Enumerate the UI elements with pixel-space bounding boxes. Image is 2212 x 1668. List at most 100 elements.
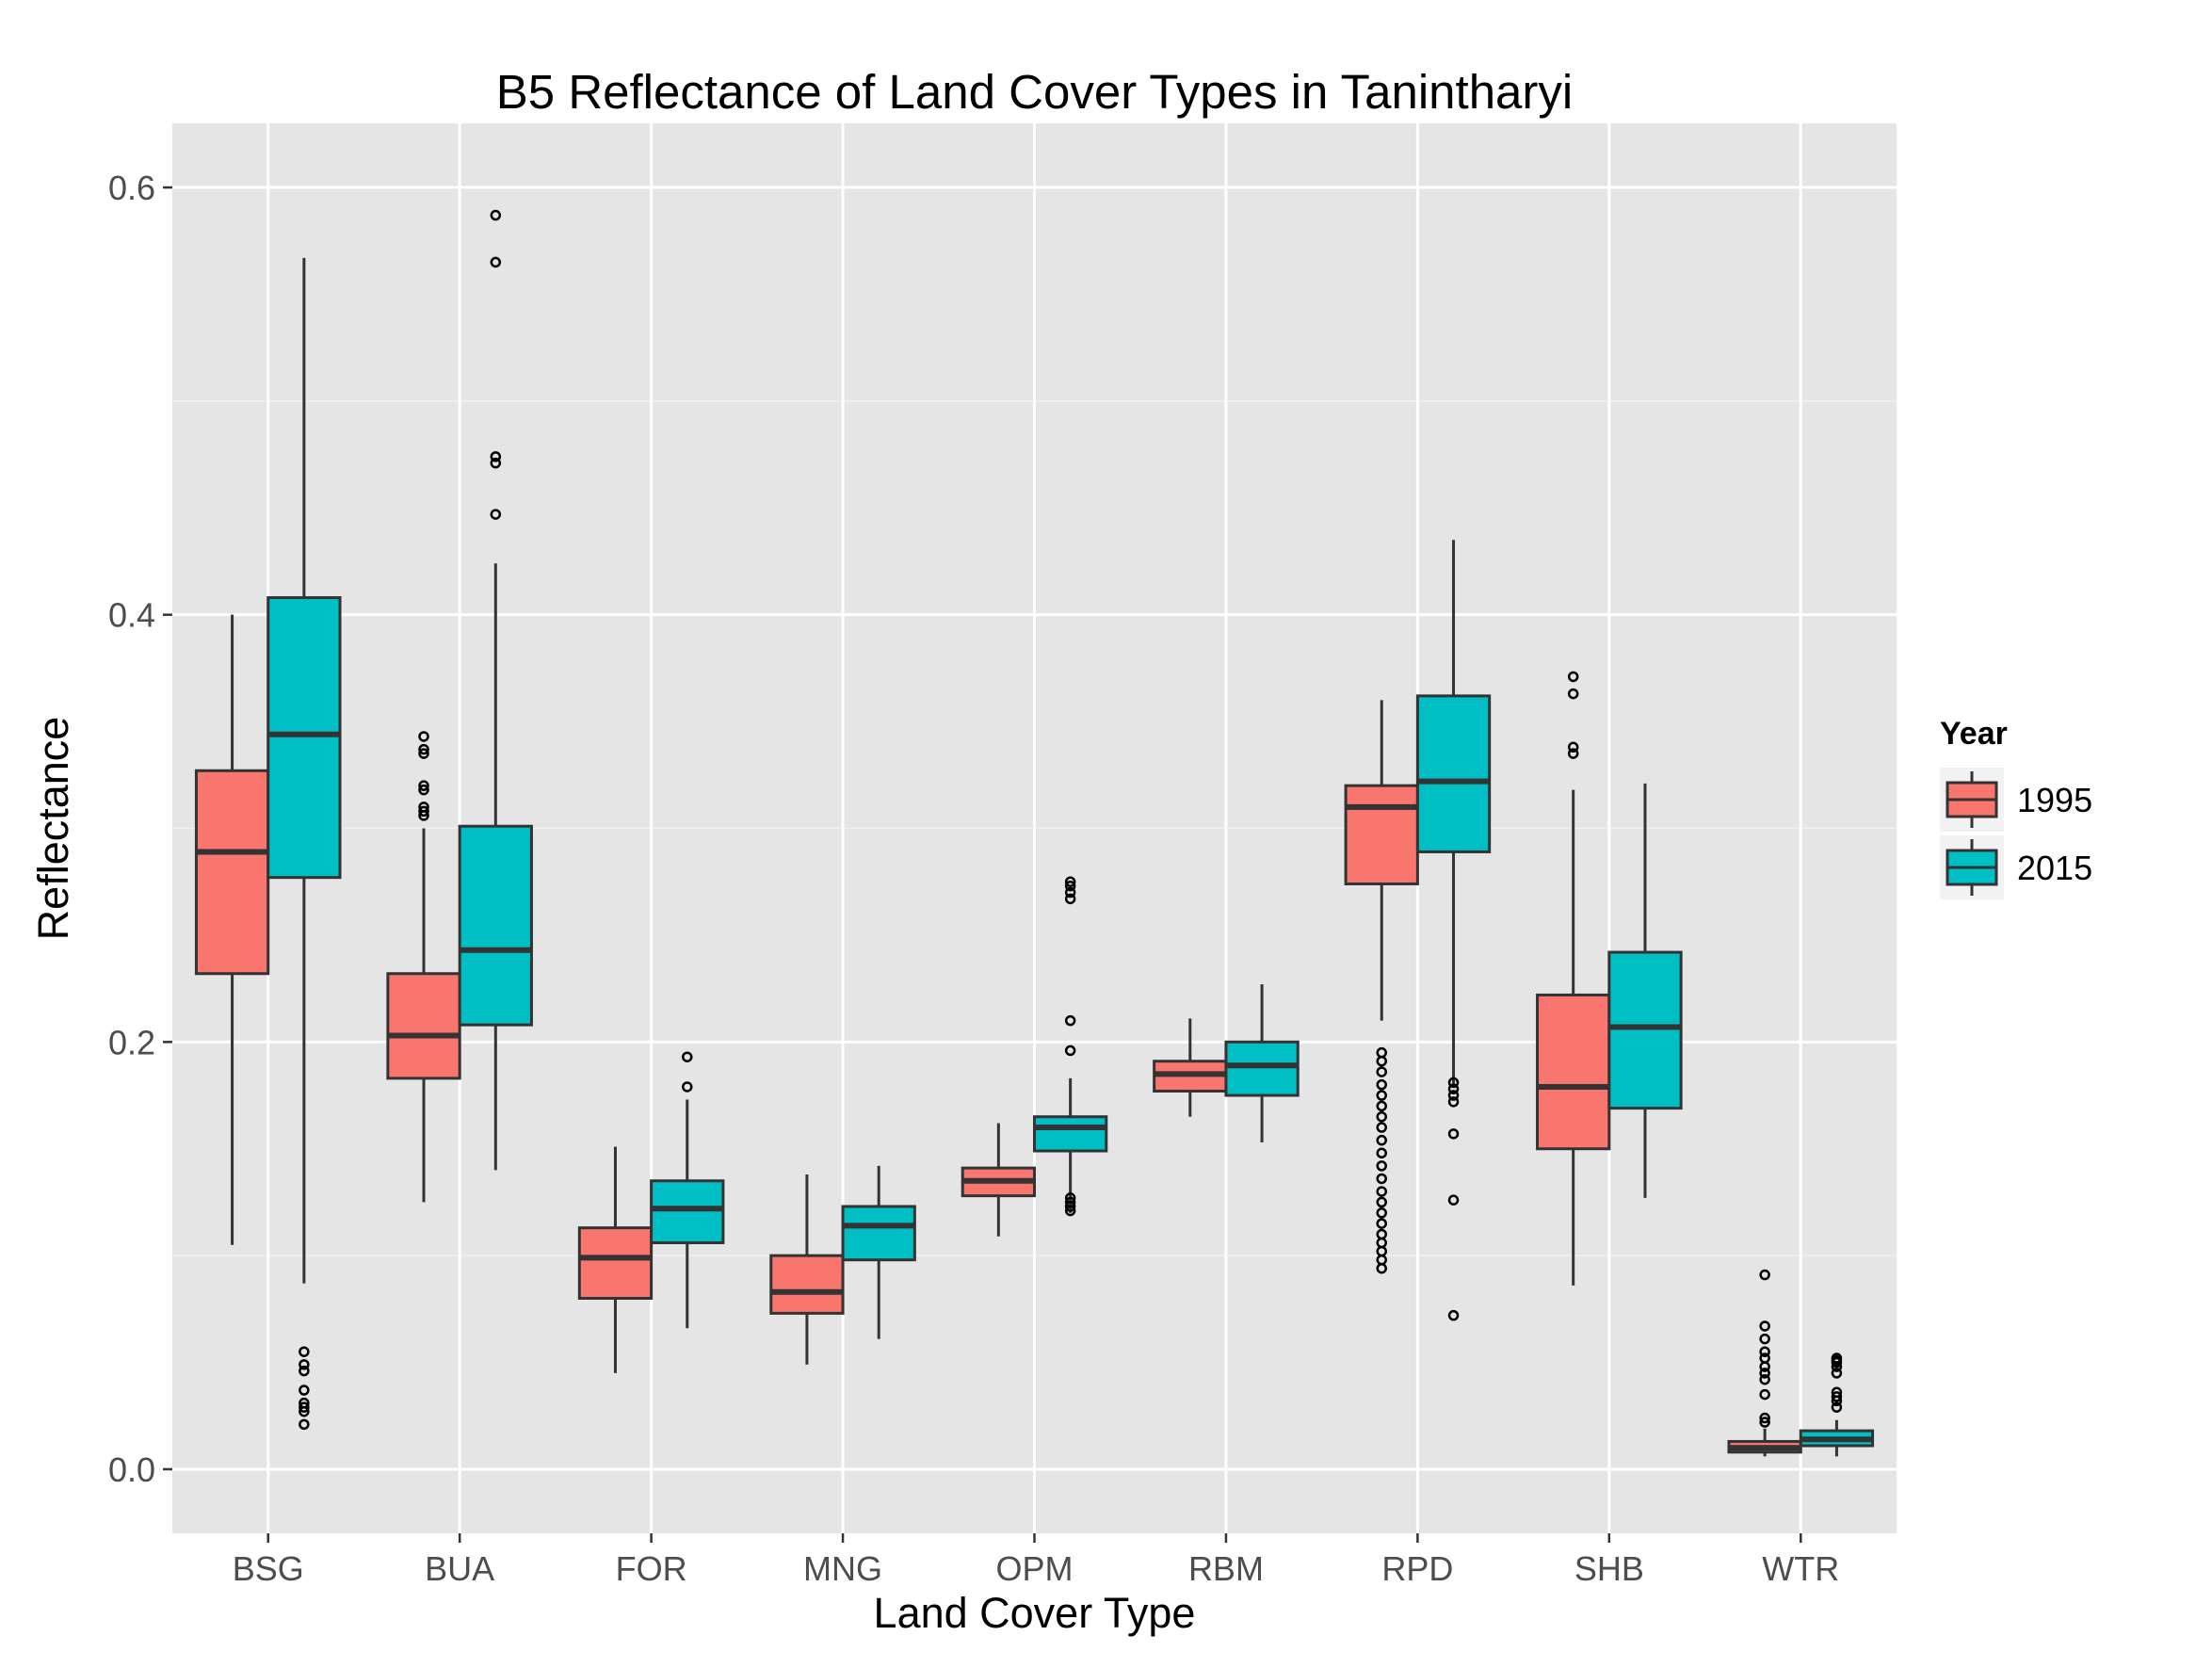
x-tick-label: BSG xyxy=(233,1549,304,1588)
outlier-point xyxy=(1831,1386,1843,1399)
outlier-point xyxy=(1759,1346,1770,1357)
x-tick-label: FOR xyxy=(616,1549,687,1588)
y-axis-ticks: 0.0 0.2 0.4 0.6 xyxy=(108,169,172,1489)
outlier-point xyxy=(1376,1196,1387,1208)
box-body xyxy=(1033,1115,1108,1153)
box-body xyxy=(769,1254,845,1315)
outlier-point xyxy=(1759,1412,1770,1424)
chart-title: B5 Reflectance of Land Cover Types in Ta… xyxy=(496,65,1573,119)
legend-key-2015: 2015 xyxy=(1940,835,2092,899)
outlier-point xyxy=(418,805,429,818)
outlier-point xyxy=(1376,1100,1387,1112)
box-body xyxy=(650,1179,725,1245)
box-WTR-2015 xyxy=(1799,1352,1875,1457)
y-tick-label: 0.0 xyxy=(108,1450,155,1489)
box-FOR-2015 xyxy=(650,1051,725,1329)
box-RBM-1995 xyxy=(1153,1018,1228,1117)
x-tick-label: MNG xyxy=(803,1549,882,1588)
outlier-point xyxy=(1376,1160,1387,1172)
outlier-point xyxy=(1376,1078,1387,1091)
outlier-point xyxy=(1831,1368,1843,1379)
outlier-point xyxy=(1064,880,1076,892)
outlier-point xyxy=(682,1051,693,1062)
x-tick-label: OPM xyxy=(995,1549,1073,1588)
box-OPM-1995 xyxy=(961,1123,1036,1237)
outlier-point xyxy=(1064,886,1076,899)
outlier-point xyxy=(490,209,502,221)
box-body xyxy=(266,596,342,880)
outlier-point xyxy=(1759,1269,1770,1281)
outlier-point xyxy=(418,748,429,759)
y-axis-title: Reflectance xyxy=(29,717,77,941)
box-body xyxy=(1415,694,1492,853)
outlier-point xyxy=(1759,1373,1770,1385)
outlier-point xyxy=(1567,671,1579,683)
outlier-point xyxy=(1831,1391,1843,1402)
x-tick-label: RBM xyxy=(1188,1549,1264,1588)
box-SHB-1995 xyxy=(1536,671,1611,1286)
box-SHB-2015 xyxy=(1607,783,1683,1198)
outlier-point xyxy=(1447,1077,1460,1089)
outlier-point xyxy=(490,451,502,462)
legend-label-1995: 1995 xyxy=(2017,781,2092,819)
box-FOR-1995 xyxy=(577,1146,654,1373)
outlier-point xyxy=(1376,1110,1387,1123)
outlier-point xyxy=(418,802,429,813)
outlier-point xyxy=(490,256,502,268)
outlier-point xyxy=(1376,1207,1387,1219)
box-BUA-1995 xyxy=(386,731,461,1203)
box-BSG-1995 xyxy=(194,614,270,1245)
outlier-point xyxy=(1376,1090,1387,1101)
outlier-point xyxy=(1759,1333,1770,1345)
outlier-point xyxy=(1447,1083,1460,1094)
outlier-point xyxy=(1376,1147,1387,1159)
x-tick-label: RPD xyxy=(1381,1549,1453,1588)
outlier-point xyxy=(299,1346,310,1357)
outlier-point xyxy=(1376,1046,1387,1059)
outlier-point xyxy=(1567,741,1579,753)
outlier-point xyxy=(682,1081,693,1093)
box-body xyxy=(386,972,461,1080)
outlier-point xyxy=(418,784,429,796)
outlier-point xyxy=(1447,1309,1460,1321)
outlier-point xyxy=(1064,893,1076,905)
outlier-point xyxy=(299,1365,310,1377)
x-axis-title: Land Cover Type xyxy=(874,1589,1196,1637)
outlier-point xyxy=(1376,1134,1387,1146)
box-RPD-1995 xyxy=(1344,700,1419,1274)
outlier-point xyxy=(1759,1352,1770,1364)
box-body xyxy=(458,824,533,1027)
x-axis-ticks: BSG BUA FOR MNG OPM RBM RPD SHB WTR xyxy=(233,1533,1839,1588)
outlier-point xyxy=(490,509,502,520)
outlier-point xyxy=(1447,1096,1460,1108)
box-BUA-2015 xyxy=(458,209,533,1171)
box-RPD-2015 xyxy=(1415,540,1492,1321)
outlier-point xyxy=(1567,688,1579,700)
outlier-point xyxy=(1759,1368,1770,1379)
box-body xyxy=(577,1226,654,1301)
outlier-point xyxy=(418,731,429,742)
box-body xyxy=(1344,784,1419,885)
outlier-point xyxy=(1831,1401,1843,1413)
box-body xyxy=(1536,993,1611,1151)
outlier-point xyxy=(1064,1045,1076,1057)
outlier-point xyxy=(1447,1194,1460,1206)
legend: Year 1995 2015 xyxy=(1940,716,2092,899)
outlier-point xyxy=(1376,1066,1387,1077)
outlier-point xyxy=(1064,1192,1076,1204)
x-tick-label: WTR xyxy=(1762,1549,1839,1588)
x-tick-label: SHB xyxy=(1574,1549,1644,1588)
y-tick-label: 0.2 xyxy=(108,1023,155,1061)
outlier-point xyxy=(1759,1320,1770,1332)
outlier-point xyxy=(299,1397,310,1409)
box-MNG-2015 xyxy=(841,1165,916,1339)
box-OPM-2015 xyxy=(1033,876,1108,1217)
box-body xyxy=(1607,950,1683,1110)
box-layer xyxy=(194,209,1875,1457)
x-tick-label: BUA xyxy=(425,1549,494,1588)
outlier-point xyxy=(1376,1228,1387,1240)
outlier-point xyxy=(1831,1352,1843,1364)
outlier-point xyxy=(1376,1122,1387,1133)
